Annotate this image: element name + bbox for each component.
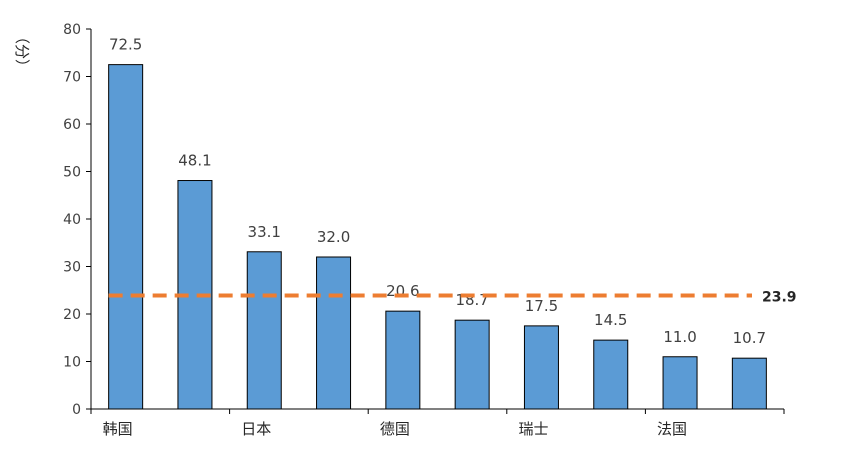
bar xyxy=(593,339,629,410)
bar xyxy=(731,357,767,410)
x-category-label: 日本 xyxy=(241,420,271,438)
y-tick-label: 70 xyxy=(63,70,81,86)
bar xyxy=(523,325,559,410)
bar-value-label: 20.6 xyxy=(386,282,419,300)
bar-value-label: 14.5 xyxy=(594,311,627,329)
bar xyxy=(662,356,698,410)
y-tick-label: 50 xyxy=(63,165,81,181)
bar-value-label: 32.0 xyxy=(317,228,350,246)
y-tick-label: 60 xyxy=(63,117,81,133)
y-tick-label: 80 xyxy=(63,22,81,38)
bar-value-label: 17.5 xyxy=(525,297,558,315)
x-category-label: 韩国 xyxy=(103,420,133,438)
bars xyxy=(108,64,767,410)
y-unit-label: （分） xyxy=(13,29,31,74)
bar xyxy=(385,310,421,410)
y-tick-label: 10 xyxy=(63,355,81,371)
bar-value-label: 33.1 xyxy=(248,223,281,241)
x-category-label: 德国 xyxy=(380,420,410,438)
x-category-label: 法国 xyxy=(657,420,687,438)
bar-value-label: 48.1 xyxy=(178,152,211,170)
x-category-label: 瑞士 xyxy=(518,420,548,438)
bar xyxy=(108,64,144,410)
average-line-group: 23.9 xyxy=(108,289,797,305)
y-tick-label: 40 xyxy=(63,212,81,228)
bar-value-label: 72.5 xyxy=(109,36,142,54)
bar xyxy=(454,319,490,410)
y-axis: 0 10 20 30 40 50 60 70 80 xyxy=(63,22,92,418)
bar xyxy=(246,251,282,410)
y-tick-label: 20 xyxy=(63,307,81,323)
bar xyxy=(316,256,352,410)
y-tick-label: 30 xyxy=(63,260,81,276)
x-axis: 韩国 日本 德国 瑞士 法国 xyxy=(90,408,785,438)
bar-value-label: 11.0 xyxy=(663,328,696,346)
average-value-label: 23.9 xyxy=(762,289,797,305)
y-tick-label: 0 xyxy=(72,402,81,418)
bar-value-label: 10.7 xyxy=(733,329,766,347)
